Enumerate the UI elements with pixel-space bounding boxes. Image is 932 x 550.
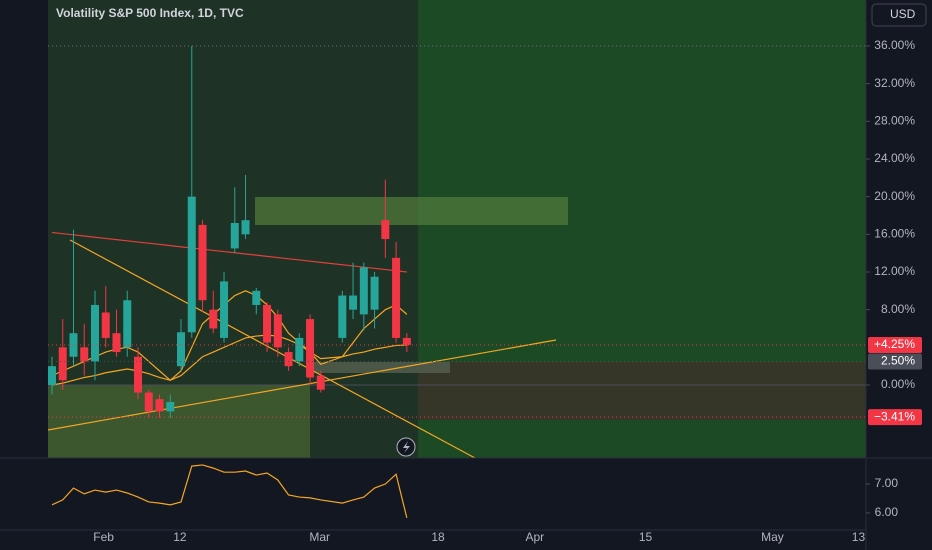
moving-average [51, 231, 407, 273]
y-tick-label: 8.00% [881, 302, 915, 316]
moving-average [51, 334, 407, 386]
candle-body [101, 312, 110, 338]
candle-body [338, 295, 347, 338]
candle-body [349, 295, 358, 310]
x-tick-label: 15 [639, 530, 653, 544]
range-box-2 [310, 362, 450, 373]
price-label: 2.50% [881, 354, 915, 368]
candle-body [306, 319, 315, 378]
x-tick-label: Feb [93, 530, 114, 544]
loss-box [418, 362, 866, 420]
candle-body [47, 366, 56, 386]
y-tick-label: 20.00% [874, 189, 915, 203]
candle-body [252, 290, 261, 305]
candle-body [198, 224, 207, 301]
currency-label: USD [890, 7, 916, 21]
candle-body [241, 220, 250, 235]
candle-body [155, 399, 164, 412]
candle-body [69, 333, 78, 357]
candle-body [230, 223, 239, 249]
candle-body [263, 304, 272, 343]
candle-body [316, 375, 325, 390]
x-tick-label: Mar [309, 530, 330, 544]
candle-body [402, 337, 411, 345]
chart-title: Volatility S&P 500 Index, 1D, TVC [56, 6, 244, 20]
candle-body [220, 281, 229, 338]
oscillator-line [51, 464, 408, 518]
candle-body [381, 220, 390, 240]
candle-body [144, 392, 153, 412]
candle-body [134, 356, 143, 393]
y-tick-label: 0.00% [881, 377, 915, 391]
x-tick-label: 18 [431, 530, 445, 544]
price-label-bg [868, 353, 922, 370]
x-tick-label: 13 [852, 530, 866, 544]
candle-body [90, 304, 99, 362]
oscillator-pane [0, 458, 866, 550]
candle-body [187, 196, 196, 333]
y-tick-label: 12.00% [874, 264, 915, 278]
highlight-box [255, 197, 568, 225]
y-tick-label: 32.00% [874, 76, 915, 90]
candle-body [112, 333, 121, 353]
range-box [48, 385, 310, 458]
candle-body [370, 276, 379, 310]
price-label: +4.25% [874, 337, 915, 351]
candle-body [166, 401, 175, 412]
y-tick-label: 36.00% [874, 38, 915, 52]
candle-body [295, 337, 304, 362]
x-tick-label: May [761, 530, 784, 544]
candle-body [177, 332, 186, 367]
candle-body [80, 347, 89, 362]
y-tick-label: 24.00% [874, 151, 915, 165]
price-label: −3.41% [874, 409, 915, 423]
currency-button[interactable] [871, 3, 927, 27]
trend-line [69, 239, 476, 459]
trend-line [47, 339, 557, 431]
y-tick-label: 16.00% [874, 226, 915, 240]
x-tick-label: Apr [525, 530, 544, 544]
y-tick-label: 6.00 [875, 505, 899, 519]
candle-body [123, 300, 132, 348]
candle-body [209, 309, 218, 329]
y-tick-label: 7.00 [875, 476, 899, 490]
price-label-bg [868, 336, 922, 353]
candle-body [392, 257, 401, 338]
x-tick-label: 12 [173, 530, 187, 544]
candle-body [359, 267, 368, 315]
candle-body [273, 314, 282, 348]
lightning-glyph [403, 441, 410, 453]
candle-body [284, 352, 293, 367]
y-tick-label: 28.00% [874, 113, 915, 127]
price-label-bg [868, 409, 922, 426]
candle-body [58, 347, 67, 381]
